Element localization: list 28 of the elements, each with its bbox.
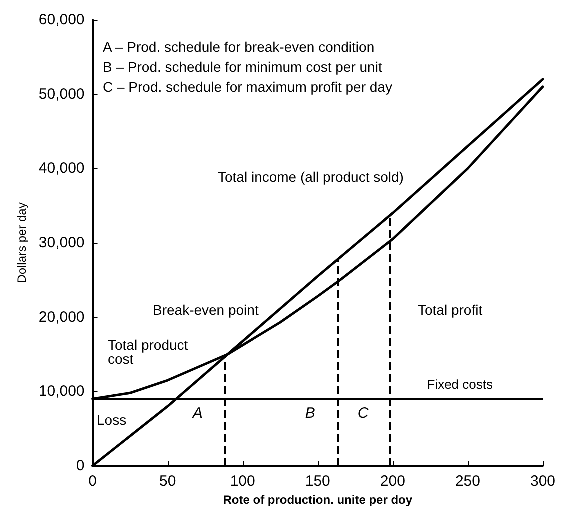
x-tick-label: 100 — [230, 473, 256, 490]
y-tick-label: 40,000 — [38, 160, 85, 178]
x-tick-label: 300 — [530, 473, 556, 490]
annotation: Total profit — [418, 302, 483, 318]
annotation: Break-even point — [153, 302, 259, 318]
ref-line-label: A — [192, 405, 203, 422]
x-axis-title: Rote of production. unite per doy — [223, 493, 413, 507]
x-tick-label: 200 — [380, 473, 406, 490]
annotation: C – Prod. schedule for maximum profit per day — [103, 79, 392, 95]
annotation: Total product cost — [108, 337, 192, 367]
annotation: B – Prod. schedule for minimum cost per unit — [103, 59, 382, 75]
x-tick-label: 250 — [455, 473, 480, 490]
y-tick-label: 10,000 — [38, 383, 85, 400]
y-tick-label: 50,000 — [38, 86, 85, 103]
ref-line-label: Fixed costs — [427, 377, 494, 392]
y-axis-title: Dollars per day — [15, 202, 29, 284]
x-tick-label: 150 — [305, 473, 330, 490]
ref-line-label: C — [358, 405, 369, 422]
annotation: Total income (all product sold) — [218, 169, 404, 185]
y-tick-label: 30,000 — [38, 234, 85, 252]
x-tick-label: 50 — [159, 473, 176, 490]
ref-line-label: B — [305, 405, 316, 422]
y-tick-label: 0 — [76, 458, 85, 474]
y-tick-label: 60,000 — [38, 12, 85, 28]
annotation: Loss — [97, 412, 127, 428]
x-tick-label: 0 — [88, 473, 97, 490]
annotation: A – Prod. schedule for break-even condition — [103, 39, 375, 55]
y-tick-label: 20,000 — [38, 308, 85, 326]
